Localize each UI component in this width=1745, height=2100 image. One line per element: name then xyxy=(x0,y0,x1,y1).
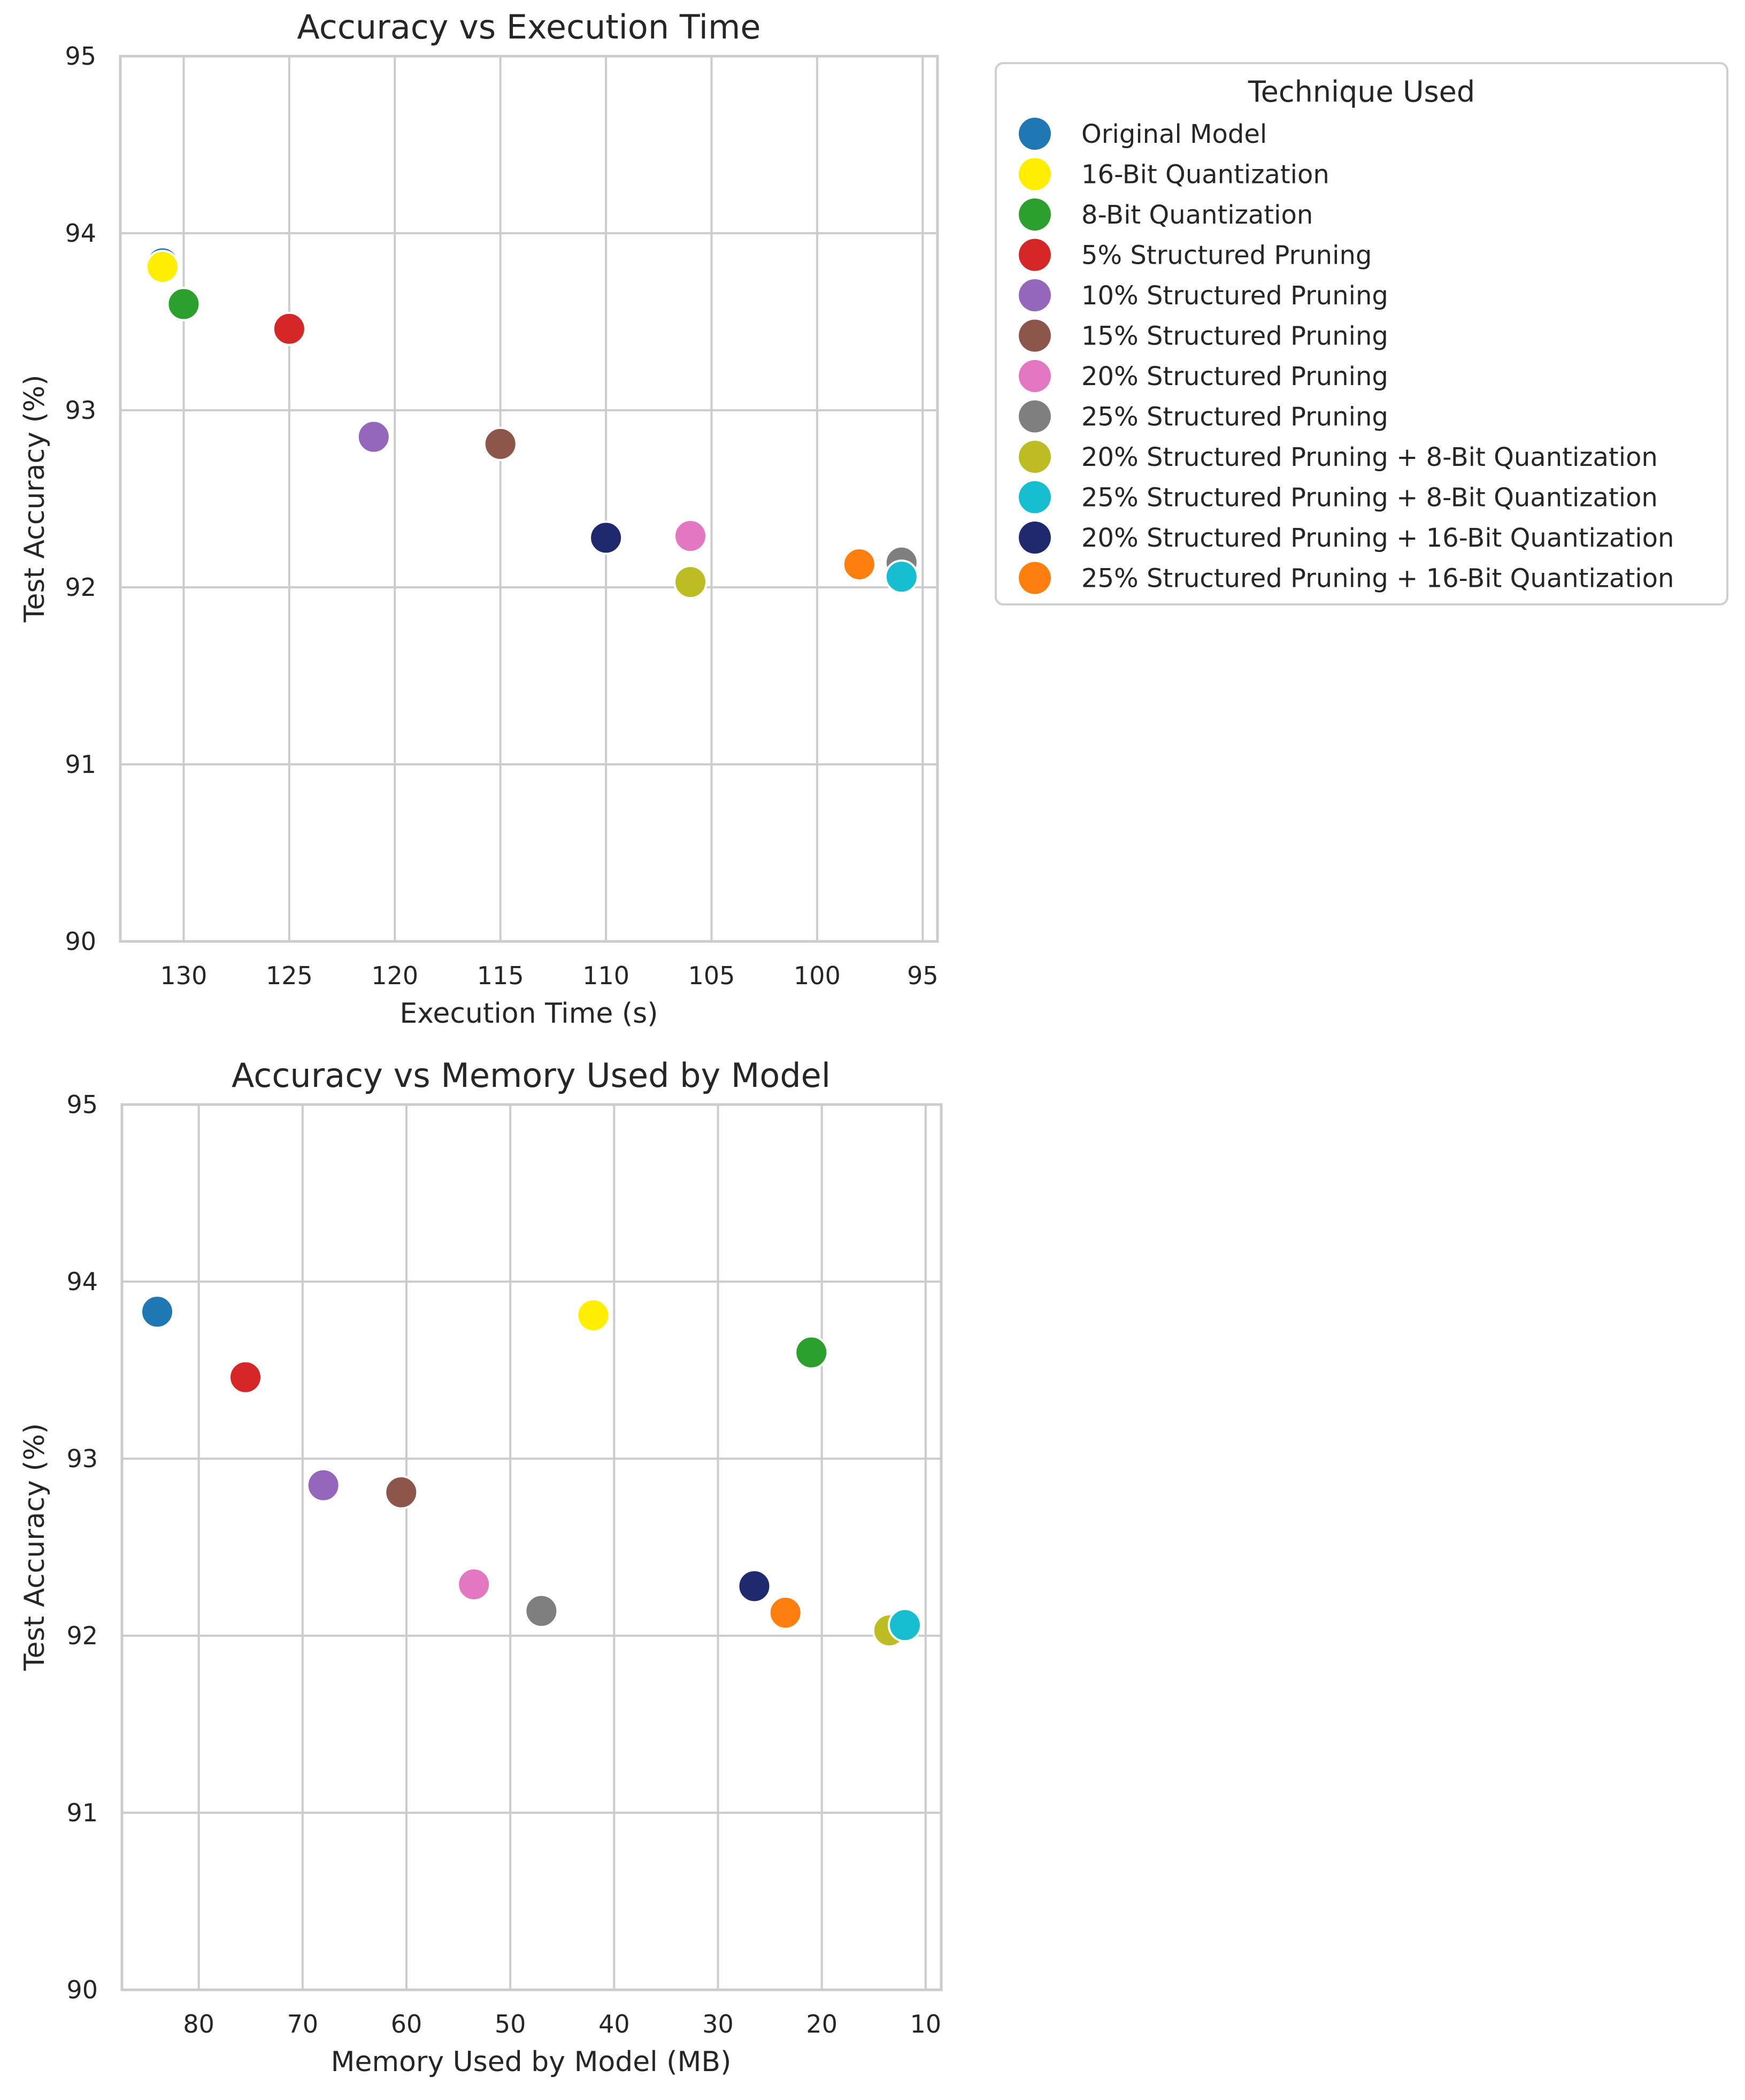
legend-label-20-structured-pruning-16-bit-quantization: 20% Structured Pruning + 16-Bit Quantiza… xyxy=(1081,523,1674,553)
legend-marker-5-structured-pruning xyxy=(1019,239,1051,271)
point-25-structured-pruning-8-bit-quantization xyxy=(884,560,919,594)
point-8-bit-quantization xyxy=(166,287,201,321)
memory-chart: Accuracy vs Memory Used by Model 80 70 60 5… xyxy=(19,1056,943,2078)
legend-label-5-structured-pruning: 5% Structured Pruning xyxy=(1081,241,1372,271)
point-20-structured-pruning xyxy=(457,1567,491,1602)
legend: Technique Used Original Model 16-Bit Quan… xyxy=(995,62,1728,606)
execution-time-chart: Accuracy vs Execution Time 130 125 120 115 1… xyxy=(19,7,939,1030)
y-tick-labels: 90 91 92 93 94 95 xyxy=(66,1090,98,2004)
legend-marker-25-structured-pruning xyxy=(1019,400,1051,433)
y-tick-label: 94 xyxy=(65,219,96,248)
x-tick-label: 50 xyxy=(495,2010,526,2038)
x-tick-label: 115 xyxy=(477,961,524,990)
legend-marker-16-bit-quantization xyxy=(1019,158,1051,190)
x-axis-label: Memory Used by Model (MB) xyxy=(331,2046,732,2078)
point-25-structured-pruning xyxy=(524,1593,559,1628)
x-tick-label: 100 xyxy=(794,961,841,990)
point-15-structured-pruning xyxy=(384,1475,419,1509)
x-tick-label: 70 xyxy=(287,2010,319,2038)
data-points xyxy=(140,1294,923,1648)
point-25-structured-pruning-16-bit-quantization xyxy=(842,547,877,581)
x-tick-label: 120 xyxy=(371,961,418,990)
point-8-bit-quantization xyxy=(794,1335,829,1370)
x-tick-label: 10 xyxy=(910,2010,942,2038)
x-tick-label: 60 xyxy=(391,2010,422,2038)
legend-marker-25-structured-pruning-16-bit-quantization xyxy=(1019,562,1051,594)
y-axis-label: Test Accuracy (%) xyxy=(19,375,51,623)
legend-label-8-bit-quantization: 8-Bit Quantization xyxy=(1081,200,1313,230)
legend-label-25-structured-pruning: 25% Structured Pruning xyxy=(1081,402,1388,432)
point-20-structured-pruning-16-bit-quantization xyxy=(737,1569,772,1604)
legend-marker-10-structured-pruning xyxy=(1019,279,1051,311)
chart-title: Accuracy vs Memory Used by Model xyxy=(232,1056,831,1095)
y-tick-label: 94 xyxy=(66,1267,98,1296)
x-tick-labels: 80 70 60 50 40 30 20 10 xyxy=(183,2010,941,2038)
point-20-structured-pruning xyxy=(673,519,708,554)
x-tick-label: 105 xyxy=(688,961,735,990)
point-20-structured-pruning-16-bit-quantization xyxy=(589,520,624,555)
legend-marker-8-bit-quantization xyxy=(1019,198,1051,231)
legend-marker-20-structured-pruning-16-bit-quantization xyxy=(1019,522,1051,554)
y-tick-label: 90 xyxy=(66,1975,98,2004)
x-tick-labels: 130 125 120 115 110 105 100 95 xyxy=(160,961,939,990)
x-tick-label: 95 xyxy=(907,961,939,990)
point-25-structured-pruning-16-bit-quantization xyxy=(768,1595,803,1630)
legend-marker-20-structured-pruning xyxy=(1019,360,1051,392)
legend-label-15-structured-pruning: 15% Structured Pruning xyxy=(1081,321,1388,351)
point-16-bit-quantization xyxy=(576,1298,611,1332)
legend-label-20-structured-pruning: 20% Structured Pruning xyxy=(1081,362,1388,392)
x-tick-label: 130 xyxy=(160,961,207,990)
x-tick-label: 40 xyxy=(598,2010,630,2038)
point-10-structured-pruning xyxy=(306,1468,341,1503)
legend-label-10-structured-pruning: 10% Structured Pruning xyxy=(1081,281,1388,311)
legend-label-original-model: Original Model xyxy=(1081,119,1267,149)
legend-title: Technique Used xyxy=(1248,75,1475,109)
point-25-structured-pruning-8-bit-quantization xyxy=(888,1608,923,1643)
y-tick-label: 92 xyxy=(65,573,96,602)
grid-lines xyxy=(120,55,937,942)
legend-entries: Original Model 16-Bit Quantization 8-Bit Q… xyxy=(1019,118,1674,594)
x-tick-label: 110 xyxy=(582,961,629,990)
x-axis-label: Execution Time (s) xyxy=(399,998,658,1030)
y-tick-label: 93 xyxy=(66,1444,98,1473)
legend-marker-20-structured-pruning-8-bit-quantization xyxy=(1019,441,1051,473)
point-15-structured-pruning xyxy=(483,426,518,461)
chart-title: Accuracy vs Execution Time xyxy=(297,7,760,47)
x-tick-label: 125 xyxy=(266,961,313,990)
grid-lines xyxy=(122,1103,941,1991)
point-20-structured-pruning-8-bit-quantization xyxy=(673,565,708,600)
y-tick-label: 91 xyxy=(65,750,96,779)
legend-label-25-structured-pruning-8-bit-quantization: 25% Structured Pruning + 8-Bit Quantizat… xyxy=(1081,483,1658,513)
point-5-structured-pruning xyxy=(228,1360,263,1394)
point-16-bit-quantization xyxy=(145,249,180,284)
plot-frame xyxy=(119,55,939,943)
y-tick-label: 95 xyxy=(65,42,96,71)
y-tick-label: 90 xyxy=(65,927,96,956)
legend-marker-15-structured-pruning xyxy=(1019,319,1051,352)
y-tick-label: 91 xyxy=(66,1798,98,1827)
legend-label-25-structured-pruning-16-bit-quantization: 25% Structured Pruning + 16-Bit Quantiza… xyxy=(1081,564,1674,594)
y-tick-labels: 90 91 92 93 94 95 xyxy=(65,42,96,956)
legend-label-20-structured-pruning-8-bit-quantization: 20% Structured Pruning + 8-Bit Quantizat… xyxy=(1081,442,1658,472)
legend-marker-original-model xyxy=(1019,118,1051,150)
plot-frame xyxy=(120,1103,943,1991)
legend-frame xyxy=(995,62,1728,606)
y-tick-label: 95 xyxy=(66,1090,98,1119)
data-points xyxy=(145,246,919,600)
x-tick-label: 20 xyxy=(806,2010,837,2038)
x-tick-label: 30 xyxy=(702,2010,734,2038)
point-10-structured-pruning xyxy=(356,419,391,454)
point-5-structured-pruning xyxy=(272,311,306,346)
x-tick-label: 80 xyxy=(183,2010,214,2038)
y-tick-label: 93 xyxy=(65,396,96,425)
legend-label-16-bit-quantization: 16-Bit Quantization xyxy=(1081,160,1329,190)
y-tick-label: 92 xyxy=(66,1621,98,1650)
y-axis-label: Test Accuracy (%) xyxy=(19,1423,51,1672)
point-original-model xyxy=(140,1294,175,1329)
legend-marker-25-structured-pruning-8-bit-quantization xyxy=(1019,481,1051,513)
